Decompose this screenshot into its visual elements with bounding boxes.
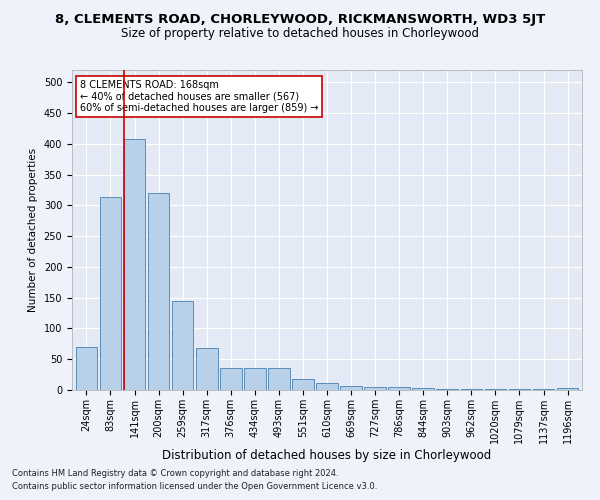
Bar (412, 388, 434, 390)
Bar (461, 389, 482, 390)
Bar (148, 193, 169, 390)
Bar (485, 389, 506, 390)
Text: Contains public sector information licensed under the Open Government Licence v3: Contains public sector information licen… (12, 482, 377, 491)
Bar (364, 387, 386, 390)
Text: Contains HM Land Registry data © Crown copyright and database right 2024.: Contains HM Land Registry data © Crown c… (12, 468, 338, 477)
Bar (436, 389, 458, 390)
Y-axis label: Number of detached properties: Number of detached properties (28, 148, 38, 312)
Bar (220, 368, 242, 390)
Bar (388, 387, 410, 390)
Text: Size of property relative to detached houses in Chorleywood: Size of property relative to detached ho… (121, 28, 479, 40)
Text: 8 CLEMENTS ROAD: 168sqm
← 40% of detached houses are smaller (567)
60% of semi-d: 8 CLEMENTS ROAD: 168sqm ← 40% of detache… (80, 80, 318, 113)
Bar (124, 139, 145, 390)
Bar (76, 347, 97, 390)
Bar (340, 386, 362, 390)
Bar (244, 368, 266, 390)
Bar (172, 301, 193, 390)
Bar (100, 198, 121, 390)
Bar (557, 388, 578, 390)
Bar (268, 368, 290, 390)
Bar (316, 383, 338, 390)
Text: 8, CLEMENTS ROAD, CHORLEYWOOD, RICKMANSWORTH, WD3 5JT: 8, CLEMENTS ROAD, CHORLEYWOOD, RICKMANSW… (55, 12, 545, 26)
X-axis label: Distribution of detached houses by size in Chorleywood: Distribution of detached houses by size … (163, 448, 491, 462)
Bar (292, 379, 314, 390)
Bar (196, 348, 218, 390)
